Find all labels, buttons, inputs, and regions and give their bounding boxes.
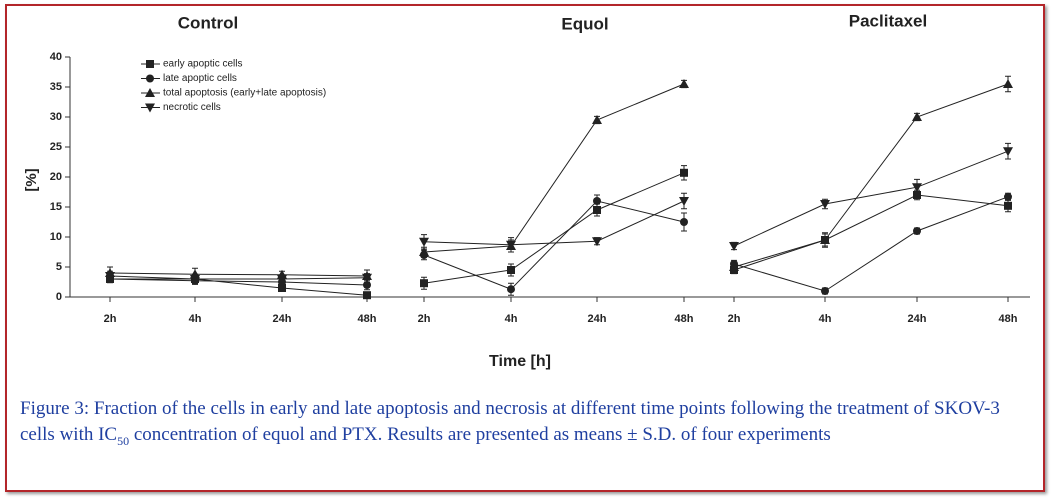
series-line — [423, 200, 685, 290]
y-tick-label: 20 — [50, 171, 62, 183]
point — [362, 273, 372, 283]
x-tick-label: 24h — [588, 313, 607, 325]
legend-label: total apoptosis (early+late apoptosis) — [163, 88, 326, 99]
x-tick-label: 24h — [273, 313, 292, 325]
legend-marker — [145, 103, 155, 113]
legend-label: necrotic cells — [163, 102, 221, 113]
series-line — [109, 275, 368, 280]
caption-sub: 50 — [117, 433, 130, 448]
x-tick-label: 2h — [418, 313, 431, 325]
x-tick-label: 48h — [999, 313, 1018, 325]
point — [105, 272, 115, 281]
point — [912, 112, 922, 121]
point — [821, 287, 829, 295]
point — [506, 240, 516, 250]
series-line — [423, 172, 685, 284]
caption-text: Figure 3: Fraction of the cells in early… — [20, 398, 1000, 445]
group-title: Control — [178, 13, 238, 32]
x-tick-label: 2h — [104, 313, 117, 325]
series-line — [109, 278, 368, 286]
point — [593, 206, 601, 214]
group-title: Paclitaxel — [849, 11, 927, 30]
point — [420, 279, 428, 288]
point — [363, 291, 371, 300]
point — [363, 281, 371, 289]
point — [913, 227, 921, 235]
point — [679, 79, 689, 88]
x-tick-label: 4h — [189, 313, 202, 325]
point — [419, 237, 429, 247]
series-line — [109, 272, 368, 277]
point — [729, 262, 739, 271]
y-tick-label: 15 — [50, 201, 62, 213]
series-line — [733, 196, 1009, 292]
y-tick-label: 30 — [50, 111, 62, 123]
x-axis-label: Time [h] — [489, 353, 551, 370]
point — [277, 275, 287, 284]
series-line — [110, 278, 368, 296]
x-tick-label: 2h — [728, 313, 741, 325]
y-tick-label: 10 — [50, 231, 62, 243]
caption: Figure 3: Fraction of the cells in early… — [20, 396, 1035, 454]
point — [593, 197, 601, 205]
caption-text: concentration of equol and PTX. Results … — [129, 424, 831, 445]
point — [190, 275, 200, 284]
y-axis-label: [%] — [23, 168, 40, 191]
legend-label: early apoptic cells — [163, 59, 242, 70]
y-tick-label: 25 — [50, 141, 62, 153]
point — [820, 235, 830, 244]
legend-marker — [146, 74, 154, 83]
y-tick-label: 5 — [56, 261, 62, 273]
point — [592, 237, 602, 247]
y-tick-label: 40 — [50, 51, 62, 63]
x-tick-label: 48h — [675, 313, 694, 325]
point — [680, 218, 688, 226]
point — [729, 242, 739, 251]
series-line — [733, 194, 1009, 271]
point — [278, 284, 286, 292]
y-tick-label: 35 — [50, 81, 62, 93]
point — [507, 285, 515, 294]
series-line — [423, 200, 685, 246]
series-line — [733, 150, 1009, 247]
frame — [5, 4, 1045, 492]
series-line — [733, 83, 1009, 268]
x-tick-label: 4h — [505, 313, 518, 325]
point — [679, 197, 689, 206]
x-tick-label: 4h — [819, 313, 832, 325]
legend-marker — [145, 88, 155, 97]
point — [419, 247, 429, 256]
y-tick-label: 0 — [56, 291, 62, 303]
point — [820, 200, 830, 209]
point — [1004, 192, 1012, 201]
x-tick-label: 24h — [908, 313, 927, 325]
x-tick-label: 48h — [358, 313, 377, 325]
point — [1004, 201, 1012, 210]
point — [1003, 79, 1013, 88]
point — [1003, 147, 1013, 157]
series-line — [423, 83, 685, 253]
group-title: Equol — [561, 14, 608, 33]
legend-marker — [146, 60, 154, 68]
point — [912, 183, 922, 193]
legend-label: late apoptic cells — [163, 73, 237, 84]
chart: Control Equol Paclitaxel Time [h] [%] 0 5… — [23, 11, 1030, 370]
point — [680, 168, 688, 177]
point — [507, 266, 515, 274]
point — [592, 115, 602, 124]
